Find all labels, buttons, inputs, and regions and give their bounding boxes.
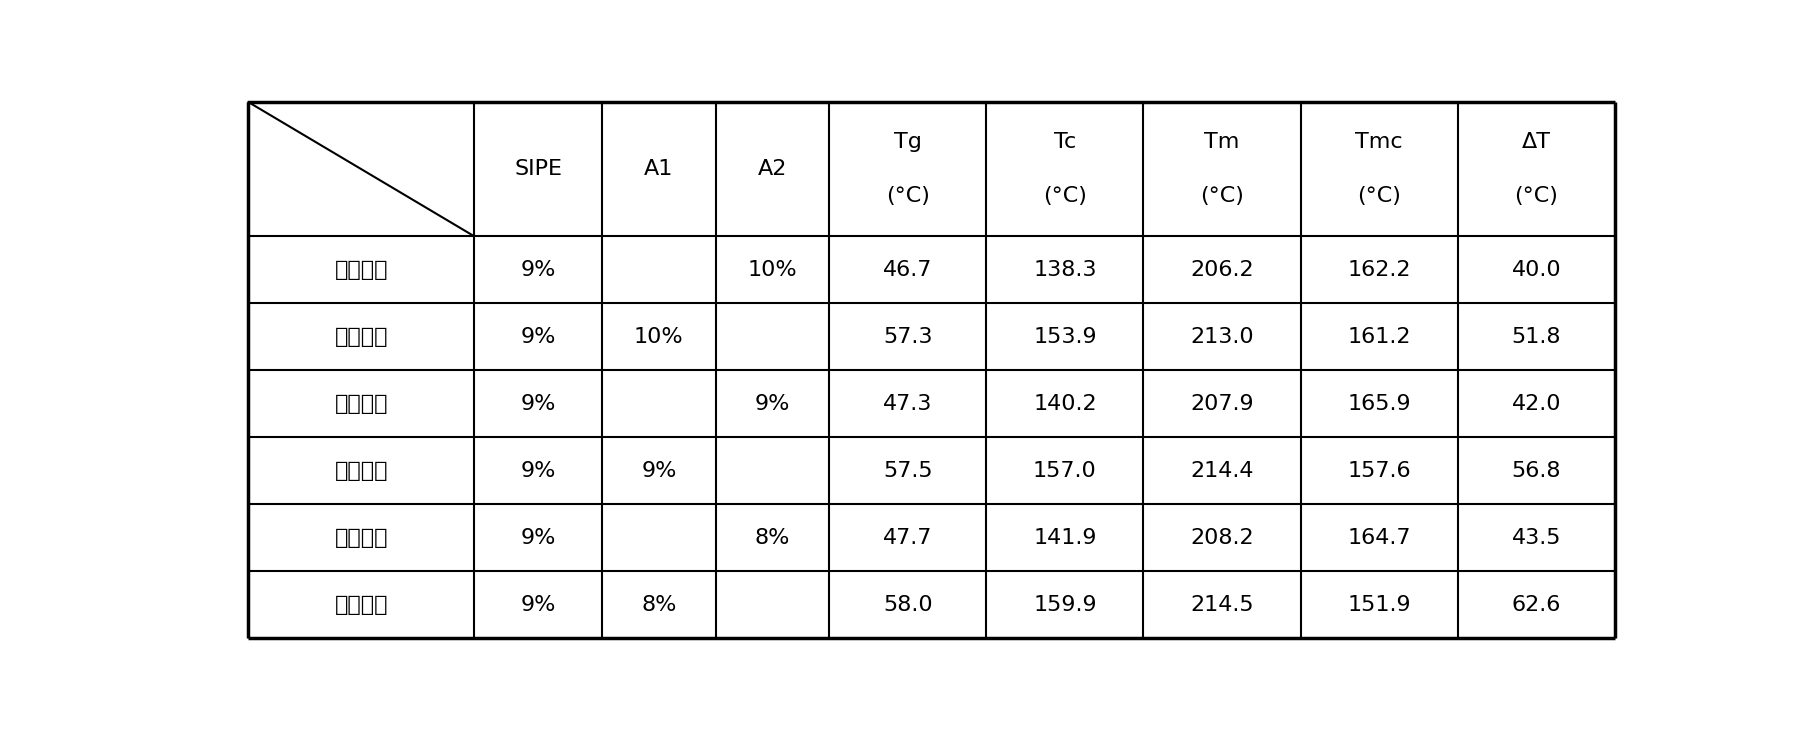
Text: 165.9: 165.9 bbox=[1347, 394, 1411, 413]
Text: 47.7: 47.7 bbox=[884, 528, 933, 548]
Text: 9%: 9% bbox=[642, 461, 676, 481]
Text: 9%: 9% bbox=[520, 327, 556, 347]
Text: 实施例一: 实施例一 bbox=[335, 259, 387, 279]
Text: 140.2: 140.2 bbox=[1033, 394, 1096, 413]
Text: 9%: 9% bbox=[520, 259, 556, 279]
Text: 9%: 9% bbox=[520, 528, 556, 548]
Text: 9%: 9% bbox=[520, 594, 556, 615]
Text: 151.9: 151.9 bbox=[1347, 594, 1411, 615]
Text: 208.2: 208.2 bbox=[1191, 528, 1254, 548]
Text: 138.3: 138.3 bbox=[1033, 259, 1096, 279]
Text: Tmc: Tmc bbox=[1356, 132, 1403, 152]
Text: 8%: 8% bbox=[754, 528, 791, 548]
Text: 42.0: 42.0 bbox=[1513, 394, 1562, 413]
Text: 214.4: 214.4 bbox=[1191, 461, 1254, 481]
Text: (°C): (°C) bbox=[1358, 186, 1402, 206]
Text: 9%: 9% bbox=[754, 394, 791, 413]
Text: 对比例二: 对比例二 bbox=[335, 461, 387, 481]
Text: 164.7: 164.7 bbox=[1347, 528, 1411, 548]
Text: 对比例一: 对比例一 bbox=[335, 327, 387, 347]
Text: SIPE: SIPE bbox=[514, 159, 562, 179]
Text: 206.2: 206.2 bbox=[1191, 259, 1254, 279]
Text: Tg: Tg bbox=[894, 132, 922, 152]
Text: 40.0: 40.0 bbox=[1511, 259, 1562, 279]
Text: 207.9: 207.9 bbox=[1191, 394, 1254, 413]
Text: 213.0: 213.0 bbox=[1191, 327, 1254, 347]
Text: (°C): (°C) bbox=[885, 186, 929, 206]
Text: (°C): (°C) bbox=[1200, 186, 1244, 206]
Text: A1: A1 bbox=[644, 159, 673, 179]
Text: 对比例三: 对比例三 bbox=[335, 594, 387, 615]
Text: 214.5: 214.5 bbox=[1191, 594, 1254, 615]
Text: 实施例三: 实施例三 bbox=[335, 528, 387, 548]
Text: 51.8: 51.8 bbox=[1513, 327, 1562, 347]
Text: 57.5: 57.5 bbox=[884, 461, 933, 481]
Text: 47.3: 47.3 bbox=[884, 394, 933, 413]
Text: Tc: Tc bbox=[1054, 132, 1076, 152]
Text: 157.0: 157.0 bbox=[1033, 461, 1096, 481]
Text: 153.9: 153.9 bbox=[1033, 327, 1096, 347]
Text: 162.2: 162.2 bbox=[1347, 259, 1411, 279]
Text: 161.2: 161.2 bbox=[1347, 327, 1411, 347]
Text: 56.8: 56.8 bbox=[1513, 461, 1562, 481]
Text: 62.6: 62.6 bbox=[1513, 594, 1562, 615]
Text: Tm: Tm bbox=[1204, 132, 1240, 152]
Text: (°C): (°C) bbox=[1514, 186, 1558, 206]
Text: 43.5: 43.5 bbox=[1513, 528, 1562, 548]
Text: 9%: 9% bbox=[520, 461, 556, 481]
Text: 8%: 8% bbox=[642, 594, 676, 615]
Text: 141.9: 141.9 bbox=[1033, 528, 1096, 548]
Text: A2: A2 bbox=[758, 159, 787, 179]
Text: 46.7: 46.7 bbox=[884, 259, 933, 279]
Text: 157.6: 157.6 bbox=[1347, 461, 1411, 481]
Text: 实施例二: 实施例二 bbox=[335, 394, 387, 413]
Text: 57.3: 57.3 bbox=[884, 327, 933, 347]
Text: 58.0: 58.0 bbox=[884, 594, 933, 615]
Text: ΔT: ΔT bbox=[1522, 132, 1551, 152]
Text: 10%: 10% bbox=[747, 259, 796, 279]
Text: 10%: 10% bbox=[634, 327, 684, 347]
Text: 159.9: 159.9 bbox=[1033, 594, 1096, 615]
Text: (°C): (°C) bbox=[1044, 186, 1087, 206]
Text: 9%: 9% bbox=[520, 394, 556, 413]
